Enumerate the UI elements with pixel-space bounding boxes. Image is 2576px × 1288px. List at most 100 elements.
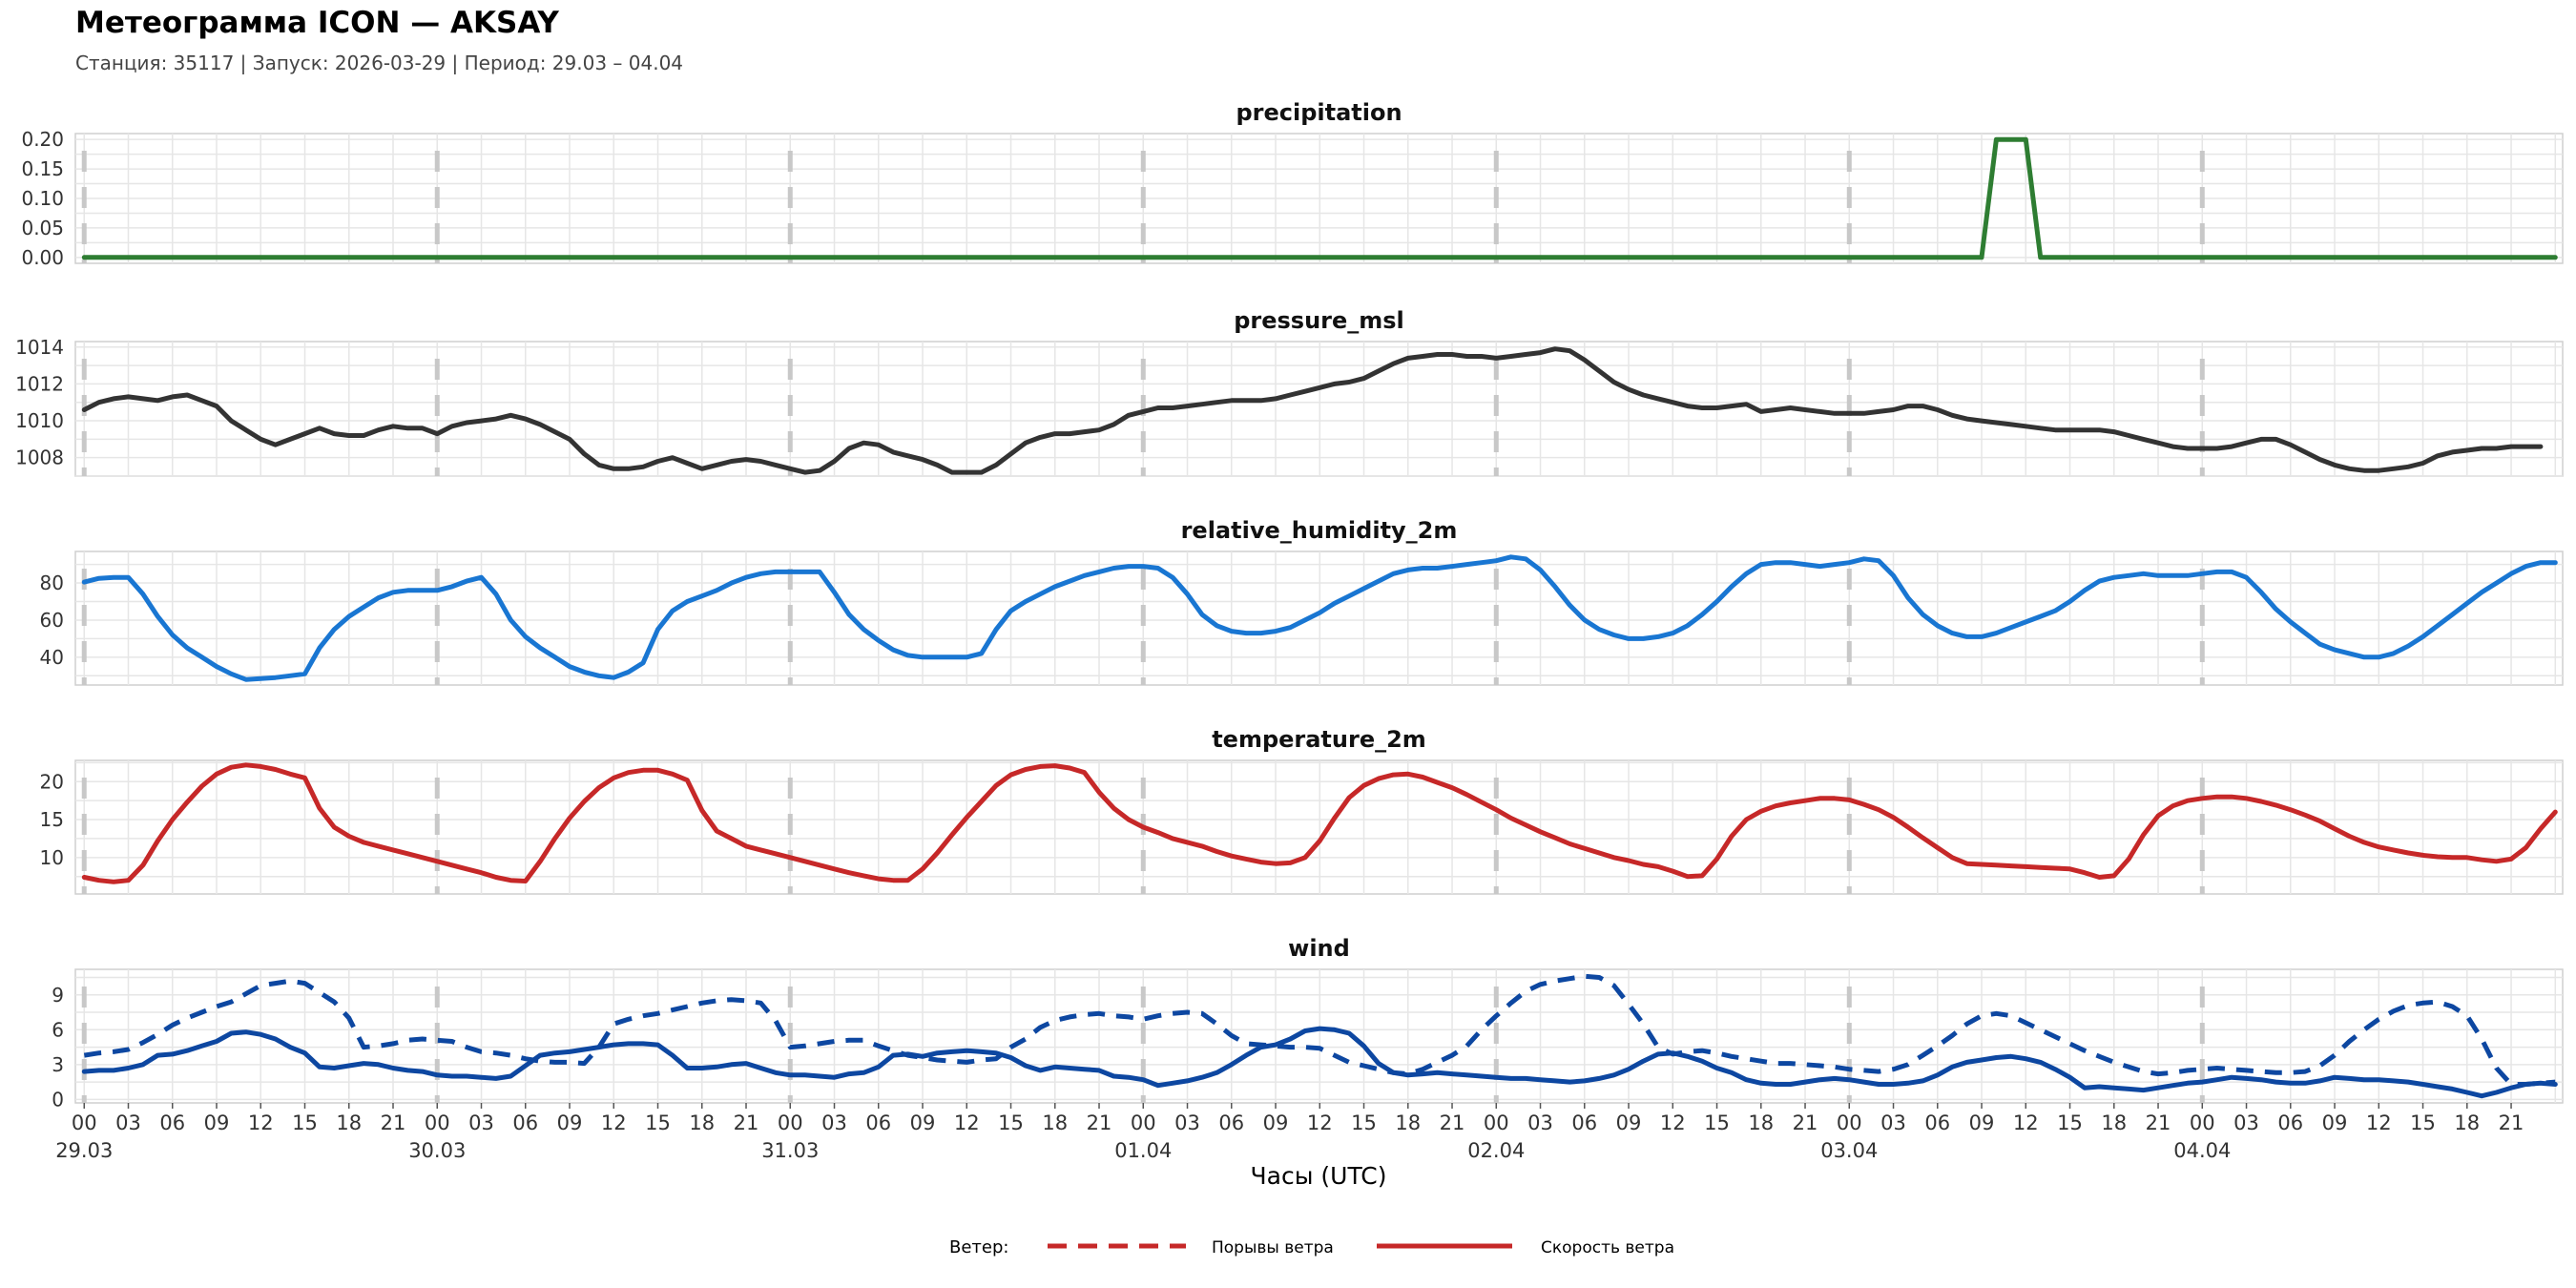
x-day-label: 03.04	[1820, 1139, 1878, 1162]
x-axis: 00 03 06 09 12 15 18 21 00 03 06 09 12 15 18 21 00 03 06 09…	[55, 1103, 2524, 1162]
y-tick-label: 0.00	[21, 246, 64, 269]
x-tick-label: 09	[2322, 1111, 2348, 1134]
panels: 0.000.050.100.150.20precipitation1008101…	[15, 99, 2564, 1111]
x-tick-label: 03	[468, 1111, 494, 1134]
x-tick-label: 09	[1616, 1111, 1642, 1134]
y-tick-label: 60	[40, 609, 64, 632]
x-tick-label: 15	[2057, 1111, 2083, 1134]
x-tick-label: 21	[1440, 1111, 1465, 1134]
y-tick-label: 1010	[15, 409, 64, 432]
x-tick-label: 12	[954, 1111, 980, 1134]
series-line-solid	[81, 346, 2544, 475]
series-line-solid	[81, 554, 2558, 682]
x-day-label: 30.03	[408, 1139, 466, 1162]
x-tick-label: 00	[1837, 1111, 1862, 1134]
y-tick-label: 1014	[15, 336, 64, 359]
y-tick-label: 3	[52, 1053, 64, 1076]
series-line-dashed	[83, 973, 2556, 1087]
y-tick-label: 80	[40, 571, 64, 594]
x-tick-label: 06	[2277, 1111, 2303, 1134]
x-tick-label: 12	[1307, 1111, 1333, 1134]
legend-speed-label: Скорость ветра	[1541, 1238, 1674, 1257]
x-axis-label: Часы (UTC)	[1251, 1162, 1387, 1190]
x-tick-label: 18	[1395, 1111, 1421, 1134]
y-tick-label: 10	[40, 846, 64, 869]
y-tick-label: 1008	[15, 447, 64, 469]
x-tick-label: 03	[1527, 1111, 1553, 1134]
x-tick-label: 18	[336, 1111, 362, 1134]
x-day-label: 31.03	[761, 1139, 819, 1162]
x-tick-label: 06	[159, 1111, 185, 1134]
series-line-solid	[81, 762, 2558, 884]
x-tick-label: 09	[557, 1111, 583, 1134]
x-tick-label: 18	[1042, 1111, 1068, 1134]
y-tick-label: 9	[52, 984, 64, 1007]
x-tick-label: 03	[1174, 1111, 1200, 1134]
x-tick-label: 09	[910, 1111, 936, 1134]
x-tick-label: 18	[2101, 1111, 2127, 1134]
x-tick-label: 06	[865, 1111, 891, 1134]
x-tick-label: 18	[2454, 1111, 2480, 1134]
panel-precipitation: 0.00 0.05 0.10 0.15 0.20 precipitation	[21, 99, 2564, 269]
x-tick-label: 18	[689, 1111, 715, 1134]
x-tick-label: 15	[292, 1111, 318, 1134]
series-line-solid	[81, 1026, 2558, 1099]
x-tick-label: 09	[204, 1111, 230, 1134]
x-tick-label: 09	[1969, 1111, 1995, 1134]
x-tick-label: 21	[734, 1111, 759, 1134]
x-tick-label: 06	[1571, 1111, 1597, 1134]
plot-area	[74, 968, 2564, 1104]
y-tick-label: 1012	[15, 372, 64, 395]
x-tick-label: 15	[2410, 1111, 2436, 1134]
x-tick-label: 00	[778, 1111, 803, 1134]
y-tick-label: 0.05	[21, 217, 64, 239]
x-day-label: 01.04	[1114, 1139, 1172, 1162]
panel-title: wind	[1288, 935, 1350, 962]
x-tick-label: 03	[2233, 1111, 2259, 1134]
x-tick-label: 15	[645, 1111, 671, 1134]
x-tick-label: 00	[1131, 1111, 1156, 1134]
y-tick-label: 20	[40, 770, 64, 793]
y-tick-label: 0.20	[21, 128, 64, 151]
x-tick-label: 21	[2499, 1111, 2524, 1134]
x-tick-label: 18	[1748, 1111, 1774, 1134]
page-subtitle: Станция: 35117 | Запуск: 2026-03-29 | Пе…	[75, 52, 683, 74]
x-tick-label: 21	[381, 1111, 406, 1134]
x-tick-label: 21	[1793, 1111, 1818, 1134]
x-tick-label: 00	[72, 1111, 97, 1134]
x-tick-label: 12	[2013, 1111, 2039, 1134]
panel-title: pressure_msl	[1234, 307, 1404, 334]
x-tick-label: 21	[2146, 1111, 2171, 1134]
panel-title: relative_humidity_2m	[1181, 517, 1458, 544]
x-tick-label: 03	[821, 1111, 847, 1134]
x-tick-label: 15	[1351, 1111, 1377, 1134]
legend-gusts-label: Порывы ветра	[1212, 1238, 1334, 1257]
panel-relative_humidity_2m: 40 60 80 relative_humidity_2m	[40, 517, 2564, 686]
x-tick-label: 03	[1880, 1111, 1906, 1134]
x-tick-label: 03	[115, 1111, 141, 1134]
x-tick-label: 06	[1924, 1111, 1950, 1134]
x-tick-label: 12	[601, 1111, 627, 1134]
page-title: Метеограмма ICON — AKSAY	[75, 6, 559, 40]
y-tick-label: 0.15	[21, 157, 64, 180]
y-tick-label: 0	[52, 1088, 64, 1111]
x-day-label: 02.04	[1467, 1139, 1525, 1162]
x-tick-label: 12	[1660, 1111, 1686, 1134]
y-tick-label: 15	[40, 808, 64, 831]
x-day-label: 04.04	[2173, 1139, 2231, 1162]
panel-title: precipitation	[1236, 99, 1402, 126]
x-tick-label: 12	[248, 1111, 274, 1134]
x-tick-label: 00	[425, 1111, 450, 1134]
x-tick-label: 21	[1087, 1111, 1112, 1134]
legend: Ветер: Порывы ветра Скорость ветра	[949, 1237, 1674, 1257]
legend-title: Ветер:	[949, 1237, 1008, 1257]
panel-pressure_msl: 1008 1010 1012 1014 pressure_msl	[15, 307, 2564, 477]
x-tick-label: 12	[2366, 1111, 2392, 1134]
x-tick-label: 06	[512, 1111, 538, 1134]
panel-title: temperature_2m	[1212, 726, 1426, 753]
plot-area	[74, 341, 2564, 477]
x-tick-label: 00	[1484, 1111, 1509, 1134]
y-tick-label: 6	[52, 1018, 64, 1041]
panel-temperature_2m: 10 15 20 temperature_2m	[40, 726, 2564, 895]
